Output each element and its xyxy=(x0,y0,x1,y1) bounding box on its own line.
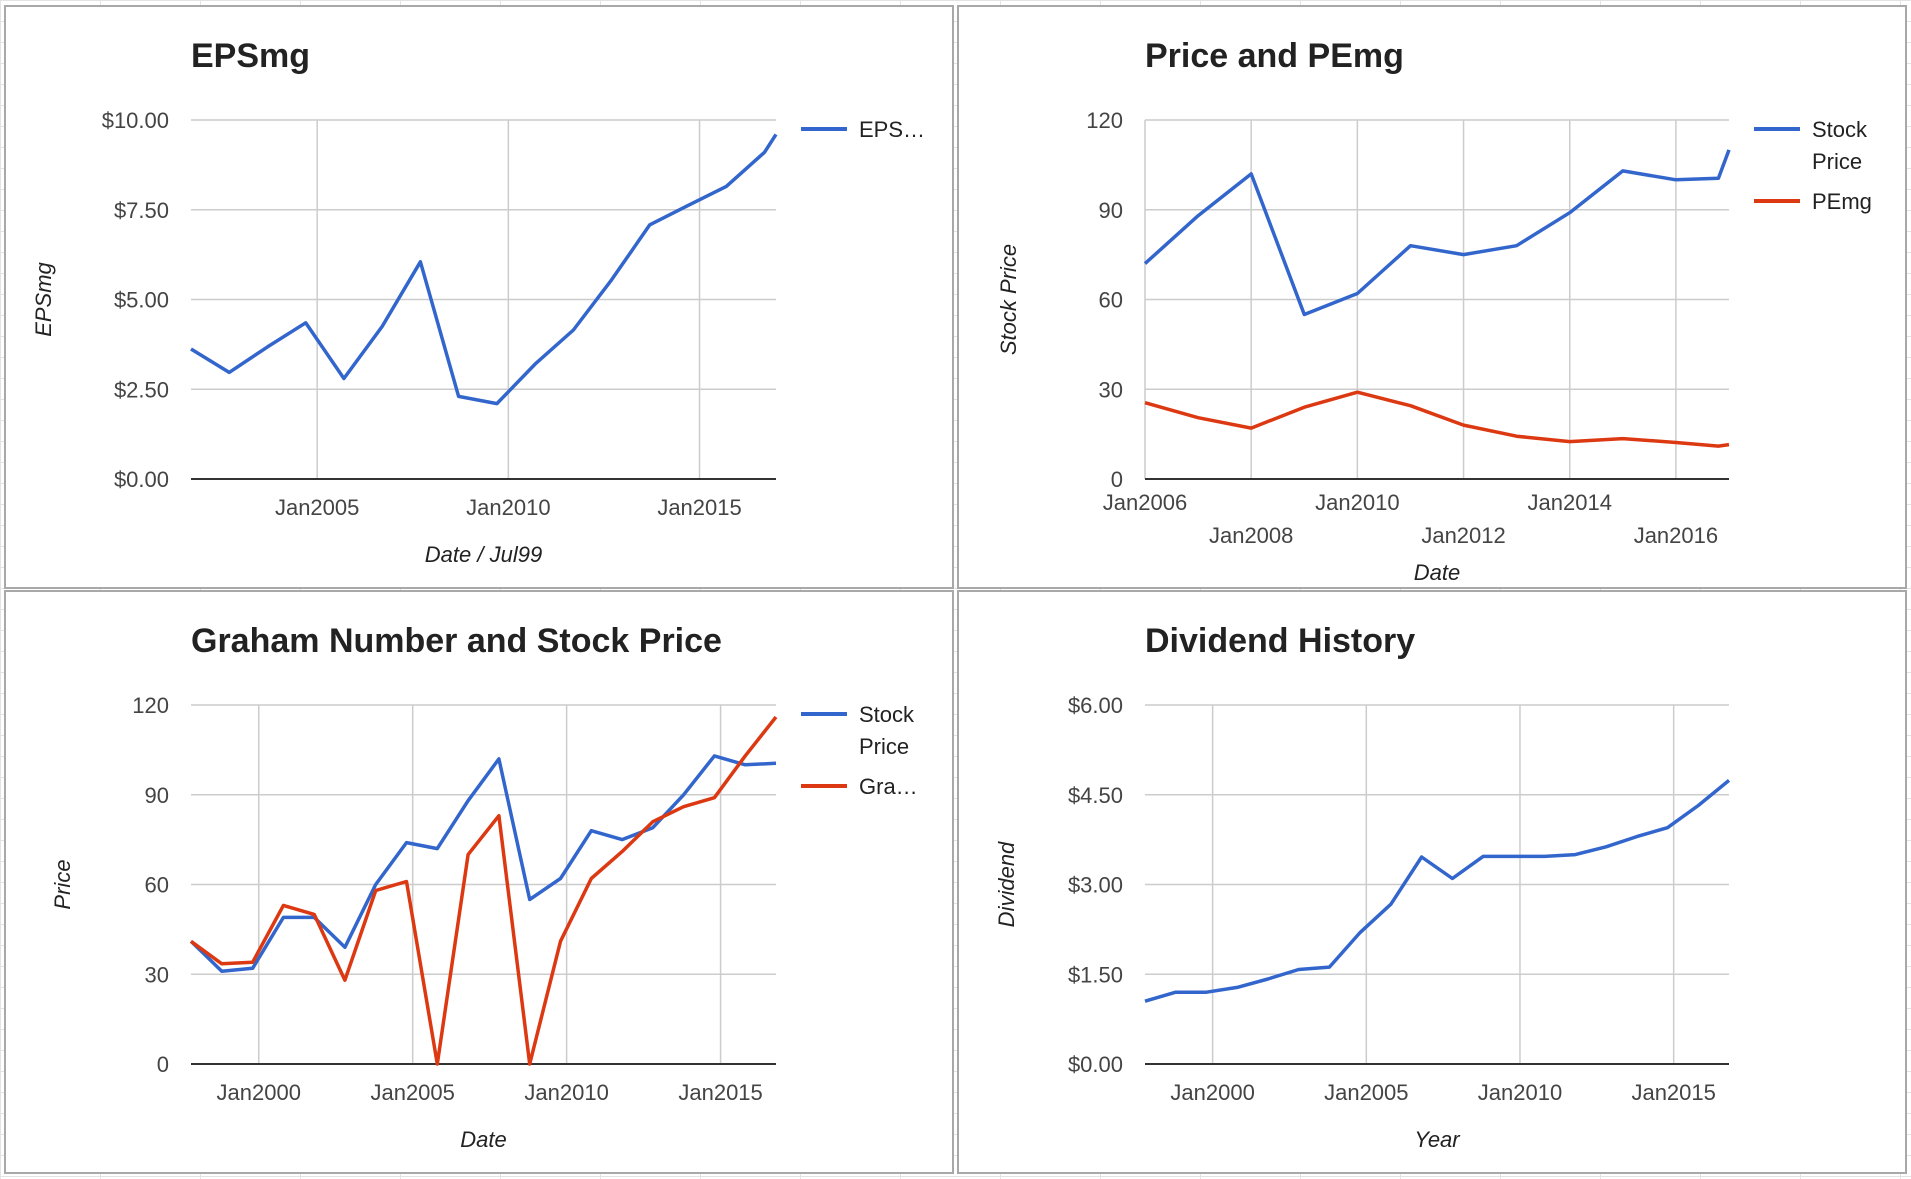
price-pe-y-tick-label: 120 xyxy=(1086,108,1123,133)
price-pe-y-axis-title: Stock Price xyxy=(996,244,1021,355)
dividend-y-tick-label: $0.00 xyxy=(1068,1052,1123,1077)
eps-x-tick-label: Jan2015 xyxy=(657,495,741,520)
dividend-y-tick-label: $1.50 xyxy=(1068,962,1123,987)
price-pe-x-tick-label: Jan2010 xyxy=(1315,490,1399,515)
dividend-x-tick-label: Jan2015 xyxy=(1631,1080,1715,1105)
dividend-title: Dividend History xyxy=(1145,622,1415,660)
eps-x-tick-label: Jan2005 xyxy=(275,495,359,520)
dividend-x-axis-title: Year xyxy=(1414,1127,1461,1152)
dividend-chart: Dividend History $0.00 $1.50 $3.00 $4.50 $6.0… xyxy=(994,622,1731,1152)
price-pe-y-tick-label: 30 xyxy=(1099,377,1123,402)
price-pe-x-axis-title: Date xyxy=(1414,560,1460,585)
graham-y-tick-label: 60 xyxy=(145,873,169,898)
dividend-series-line-1[interactable] xyxy=(1144,779,1731,1003)
graham-x-axis-title: Date xyxy=(460,1127,506,1152)
dividend-y-tick-label: $6.00 xyxy=(1068,693,1123,718)
price-pe-x-tick-label: Jan2014 xyxy=(1528,490,1612,515)
price-pe-x-tick-label: Jan2012 xyxy=(1421,523,1505,548)
price-pe-y-tick-label: 0 xyxy=(1111,467,1123,492)
price-pe-series-line-2[interactable] xyxy=(1144,390,1730,448)
graham-y-tick-label: 30 xyxy=(145,962,169,987)
price-pe-x-tick-label: Jan2006 xyxy=(1103,490,1187,515)
dividend-y-axis-title: Dividend xyxy=(994,841,1019,927)
eps-y-axis-title: EPSmg xyxy=(31,261,56,336)
eps-title: EPSmg xyxy=(191,37,310,75)
price-pe-x-tick-label: Jan2008 xyxy=(1209,523,1293,548)
dividend-x-tick-label: Jan2010 xyxy=(1478,1080,1562,1105)
eps-x-tick-label: Jan2010 xyxy=(466,495,550,520)
eps-y-tick-label: $7.50 xyxy=(114,198,169,223)
price-pe-chart: Price and PEmg 0 30 60 90 120 Jan2006 Jan2008 Ja… xyxy=(996,37,1872,585)
graham-y-axis-title: Price xyxy=(50,859,75,909)
price-pe-legend-label: Stock xyxy=(1812,117,1868,142)
price-pe-y-tick-label: 60 xyxy=(1099,288,1123,313)
eps-y-tick-label: $2.50 xyxy=(114,377,169,402)
dividend-x-tick-label: Jan2000 xyxy=(1170,1080,1254,1105)
graham-y-tick-label: 120 xyxy=(132,693,169,718)
eps-series-line-1[interactable] xyxy=(190,133,778,406)
chart-panel-price-pe[interactable]: Price and PEmg 0 30 60 90 120 Jan2006 Jan2008 Ja… xyxy=(957,5,1907,589)
chart-panel-eps[interactable]: EPSmg $0.00 $2.50 $5.00 $7.50 $10.00 Jan2005 Ja… xyxy=(4,5,954,589)
dividend-x-tick-label: Jan2005 xyxy=(1324,1080,1408,1105)
dividend-y-tick-label: $4.50 xyxy=(1068,783,1123,808)
price-pe-title: Price and PEmg xyxy=(1145,37,1404,75)
dividend-y-tick-label: $3.00 xyxy=(1068,873,1123,898)
eps-x-axis-title: Date / Jul99 xyxy=(425,542,542,567)
graham-series-line-1[interactable] xyxy=(189,754,777,974)
graham-title: Graham Number and Stock Price xyxy=(191,622,722,660)
eps-y-tick-label: $10.00 xyxy=(102,108,169,133)
graham-chart: Graham Number and Stock Price 0 30 60 90 120 J… xyxy=(50,622,918,1152)
chart-panel-graham[interactable]: Graham Number and Stock Price 0 30 60 90 120 J… xyxy=(4,590,954,1174)
price-pe-y-tick-label: 90 xyxy=(1099,198,1123,223)
graham-x-tick-label: Jan2005 xyxy=(370,1080,454,1105)
price-pe-x-tick-label: Jan2016 xyxy=(1634,523,1718,548)
price-pe-series-line-1[interactable] xyxy=(1143,149,1731,317)
graham-legend-label: Price xyxy=(859,734,909,759)
graham-legend-label: Stock xyxy=(859,702,915,727)
graham-y-tick-label: 90 xyxy=(145,783,169,808)
chart-panel-dividend[interactable]: Dividend History $0.00 $1.50 $3.00 $4.50 $6.0… xyxy=(957,590,1907,1174)
graham-x-tick-label: Jan2010 xyxy=(524,1080,608,1105)
graham-legend-label: Gra… xyxy=(859,774,918,799)
price-pe-legend-label: Price xyxy=(1812,149,1862,174)
graham-series-line-2[interactable] xyxy=(189,715,778,1066)
graham-x-tick-label: Jan2015 xyxy=(678,1080,762,1105)
price-pe-legend-label: PEmg xyxy=(1812,189,1872,214)
eps-legend-label: EPS… xyxy=(859,117,925,142)
eps-y-tick-label: $0.00 xyxy=(114,467,169,492)
eps-chart: EPSmg $0.00 $2.50 $5.00 $7.50 $10.00 Jan2005 Ja… xyxy=(31,37,925,567)
eps-y-tick-label: $5.00 xyxy=(114,288,169,313)
graham-y-tick-label: 0 xyxy=(157,1052,169,1077)
graham-x-tick-label: Jan2000 xyxy=(217,1080,301,1105)
